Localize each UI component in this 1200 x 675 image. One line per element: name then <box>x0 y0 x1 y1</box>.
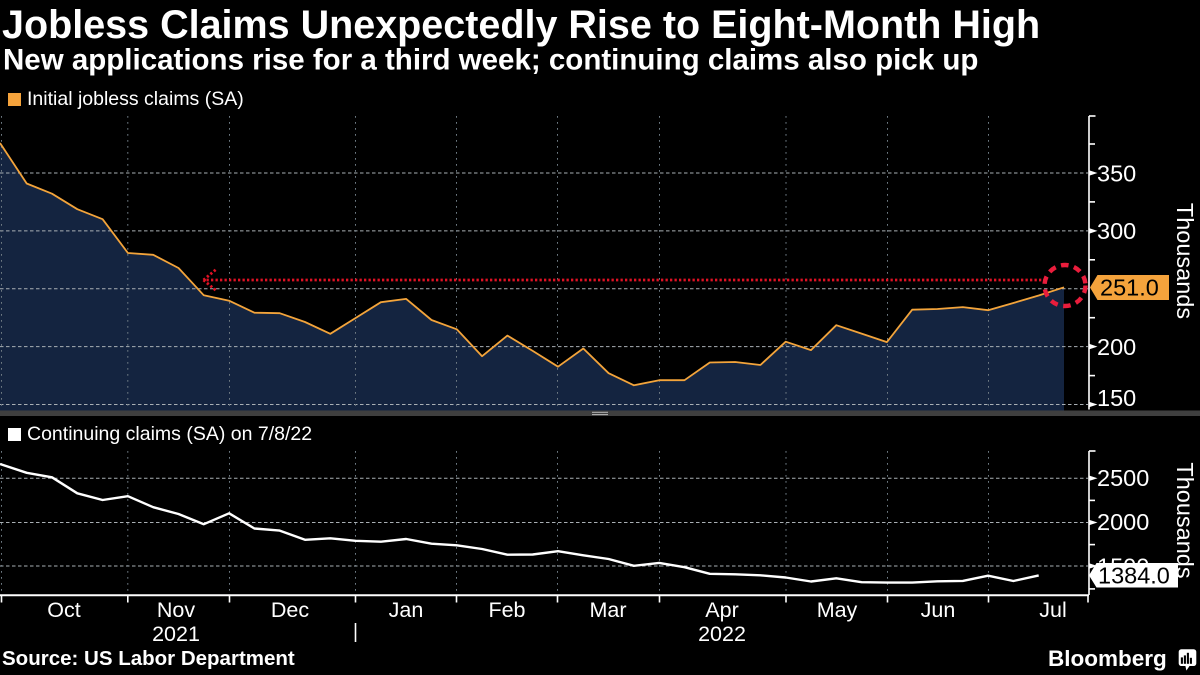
svg-text:Source: US Labor Department: Source: US Labor Department <box>2 647 295 670</box>
svg-text:Apr: Apr <box>705 598 738 622</box>
svg-text:200: 200 <box>1097 334 1136 360</box>
svg-text:Nov: Nov <box>157 598 195 622</box>
svg-text:1384.0: 1384.0 <box>1098 563 1170 589</box>
svg-text:2000: 2000 <box>1097 509 1149 535</box>
svg-text:150: 150 <box>1097 385 1136 411</box>
svg-text:251.0: 251.0 <box>1100 275 1159 301</box>
svg-text:Oct: Oct <box>47 598 80 622</box>
svg-text:Bloomberg: Bloomberg <box>1048 646 1167 671</box>
svg-text:May: May <box>817 598 858 622</box>
svg-text:300: 300 <box>1097 218 1136 244</box>
svg-text:Initial jobless claims (SA): Initial jobless claims (SA) <box>27 88 244 110</box>
svg-text:Thousands: Thousands <box>1172 203 1198 319</box>
svg-text:Feb: Feb <box>488 598 525 622</box>
svg-text:Jun: Jun <box>921 598 956 622</box>
svg-text:2022: 2022 <box>698 622 746 646</box>
svg-text:Thousands: Thousands <box>1172 462 1198 578</box>
svg-text:2021: 2021 <box>152 622 200 646</box>
svg-text:Jul: Jul <box>1039 598 1066 622</box>
svg-text:Jobless Claims Unexpectedly Ri: Jobless Claims Unexpectedly Rise to Eigh… <box>2 3 1040 47</box>
svg-text:Mar: Mar <box>589 598 626 622</box>
svg-text:Jan: Jan <box>389 598 424 622</box>
svg-text:350: 350 <box>1097 160 1136 186</box>
svg-text:2500: 2500 <box>1097 465 1149 491</box>
svg-text:New applications rise for a th: New applications rise for a third week; … <box>3 44 978 77</box>
svg-text:Continuing claims (SA) on 7/8/: Continuing claims (SA) on 7/8/22 <box>27 423 312 445</box>
svg-text:Dec: Dec <box>271 598 309 622</box>
